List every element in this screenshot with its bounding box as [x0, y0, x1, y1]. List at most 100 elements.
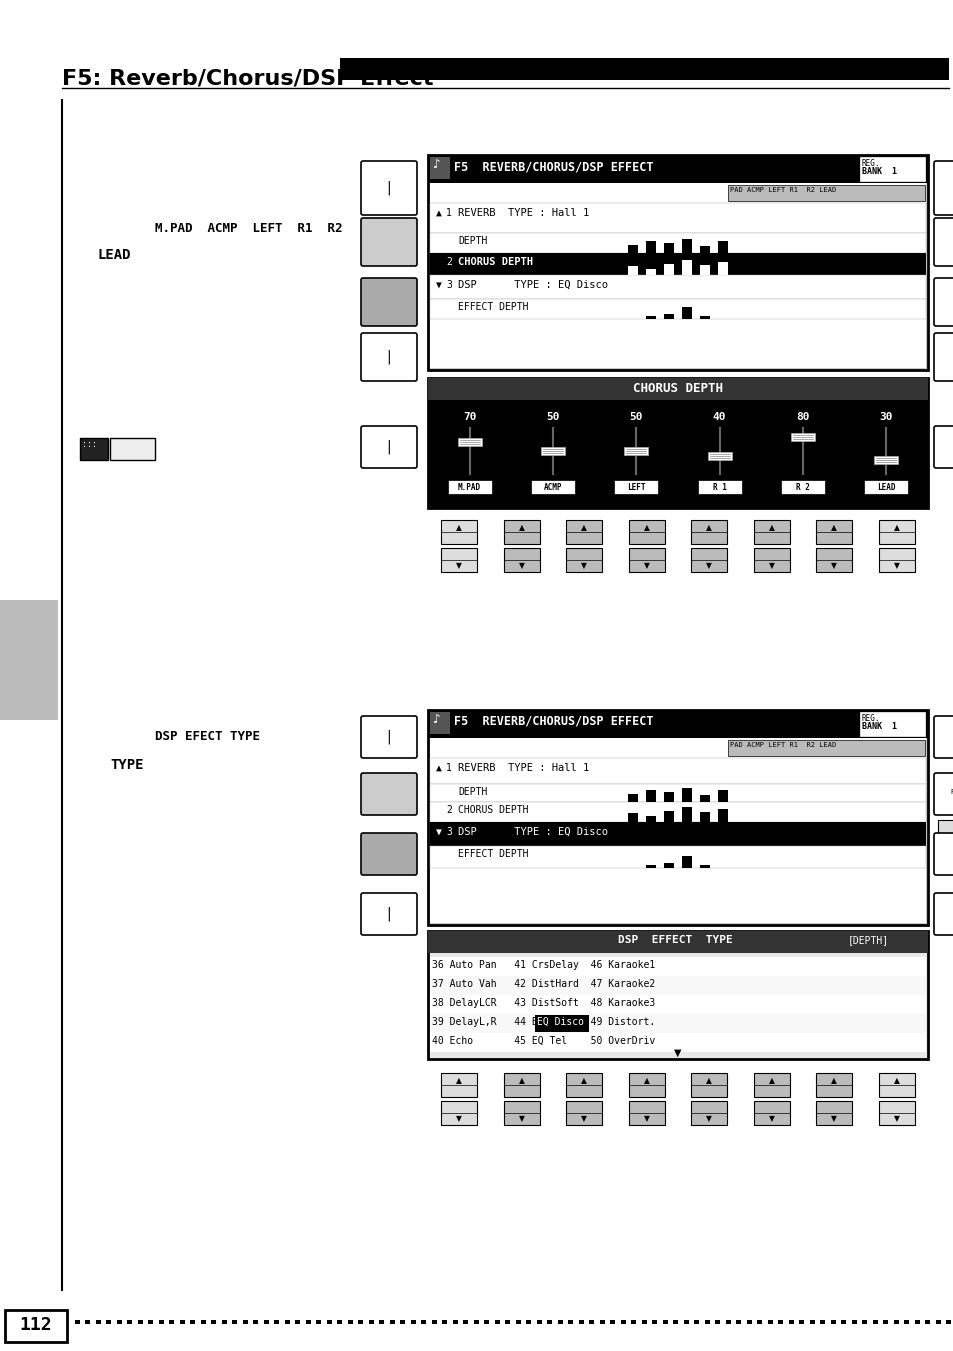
Bar	[474, 1320, 478, 1324]
Bar	[663, 243, 673, 253]
Bar	[691, 549, 726, 571]
Text: 3: 3	[446, 280, 452, 290]
Bar	[694, 1320, 699, 1324]
Text: ▼: ▼	[768, 1115, 774, 1124]
Bar	[348, 1320, 353, 1324]
FancyBboxPatch shape	[360, 716, 416, 758]
Bar	[681, 239, 691, 253]
Bar	[503, 549, 539, 571]
Text: 39 DelayL,R   44 EQ Disco  49 Distort.: 39 DelayL,R 44 EQ Disco 49 Distort.	[432, 1017, 655, 1027]
Bar	[863, 480, 907, 494]
Bar	[697, 480, 740, 494]
Bar	[138, 1320, 143, 1324]
Bar	[799, 1320, 803, 1324]
Bar	[428, 711, 927, 738]
Text: EQ Disco: EQ Disco	[537, 1017, 584, 1027]
Text: DSP  EFFECT  TYPE: DSP EFFECT TYPE	[618, 935, 732, 944]
Text: ▲: ▲	[436, 763, 441, 773]
Text: PARAM-
CLICK: PARAM- CLICK	[949, 789, 953, 801]
Bar	[645, 269, 656, 276]
Text: 36 Auto Pan   41 CrsDelay  46 Karaoke1: 36 Auto Pan 41 CrsDelay 46 Karaoke1	[432, 961, 655, 970]
Text: BANK  1: BANK 1	[862, 168, 896, 176]
Bar	[75, 1320, 80, 1324]
Bar	[725, 1320, 730, 1324]
Text: ▼: ▼	[643, 562, 649, 570]
Text: ♪: ♪	[432, 158, 439, 172]
Bar	[641, 1320, 646, 1324]
Text: ▼: ▼	[643, 1115, 649, 1124]
Bar	[628, 520, 664, 544]
Bar	[753, 520, 789, 544]
Bar	[753, 549, 789, 571]
Bar	[327, 1320, 332, 1324]
Text: ♪: ♪	[432, 713, 439, 725]
Text: LEAD: LEAD	[98, 249, 132, 262]
Text: DSP      TYPE : EQ Disco: DSP TYPE : EQ Disco	[457, 827, 607, 838]
Text: 80: 80	[796, 412, 809, 422]
Bar	[691, 520, 726, 544]
Text: PAD ACMP LEFT R1  R2 LEAD: PAD ACMP LEFT R1 R2 LEAD	[729, 742, 836, 748]
Bar	[503, 1073, 539, 1097]
Bar	[430, 802, 925, 821]
Text: ▲: ▲	[580, 523, 587, 532]
Bar	[683, 1320, 688, 1324]
Text: 1: 1	[446, 763, 452, 773]
Bar	[107, 1320, 112, 1324]
Text: 40 Echo       45 EQ Tel    50 OverDriv: 40 Echo 45 EQ Tel 50 OverDriv	[432, 1036, 655, 1046]
Bar	[441, 549, 476, 571]
Text: DEPTH: DEPTH	[457, 236, 487, 246]
Bar	[390, 1320, 395, 1324]
Bar	[599, 1320, 604, 1324]
FancyBboxPatch shape	[933, 773, 953, 815]
Text: ▼: ▼	[580, 562, 587, 570]
Bar	[274, 1320, 279, 1324]
Bar	[566, 1101, 601, 1125]
FancyBboxPatch shape	[360, 332, 416, 381]
Bar	[627, 245, 638, 253]
Bar	[170, 1320, 174, 1324]
Text: ▲: ▲	[456, 523, 461, 532]
Text: ▼: ▼	[893, 562, 899, 570]
Text: TYPE: TYPE	[110, 758, 143, 771]
Text: ▼: ▼	[518, 562, 524, 570]
Bar	[945, 1320, 950, 1324]
Bar	[441, 1101, 476, 1125]
Bar	[700, 265, 709, 276]
Text: ▲: ▲	[580, 1077, 587, 1085]
Text: EFFECT DEPTH: EFFECT DEPTH	[457, 848, 528, 859]
Text: ▼: ▼	[705, 562, 712, 570]
Bar	[430, 994, 925, 1015]
Bar	[862, 1320, 866, 1324]
Bar	[421, 1320, 426, 1324]
Text: ▲: ▲	[705, 523, 712, 532]
Bar	[663, 863, 673, 867]
Bar	[673, 1320, 678, 1324]
Bar	[778, 1320, 782, 1324]
Text: ▲: ▲	[643, 1077, 649, 1085]
Text: ▼: ▼	[436, 280, 441, 290]
Bar	[681, 259, 691, 276]
Bar	[566, 520, 601, 544]
Bar	[914, 1320, 919, 1324]
Bar	[873, 457, 898, 465]
Text: EFFECT DEPTH: EFFECT DEPTH	[457, 303, 528, 312]
Bar	[253, 1320, 258, 1324]
Bar	[428, 378, 927, 508]
Bar	[718, 809, 727, 821]
Text: ▼: ▼	[768, 562, 774, 570]
Text: LEFT: LEFT	[626, 482, 645, 492]
FancyBboxPatch shape	[933, 332, 953, 381]
Bar	[681, 857, 691, 867]
Bar	[96, 1320, 101, 1324]
Bar	[339, 58, 948, 80]
Bar	[627, 794, 638, 802]
Bar	[830, 1320, 835, 1324]
Text: F5  REVERB/CHORUS/DSP EFFECT: F5 REVERB/CHORUS/DSP EFFECT	[454, 159, 653, 173]
Bar	[652, 1320, 657, 1324]
FancyBboxPatch shape	[933, 218, 953, 266]
Bar	[700, 316, 709, 319]
Bar	[5, 1310, 67, 1342]
Bar	[718, 240, 727, 253]
Bar	[428, 378, 927, 400]
Bar	[191, 1320, 195, 1324]
